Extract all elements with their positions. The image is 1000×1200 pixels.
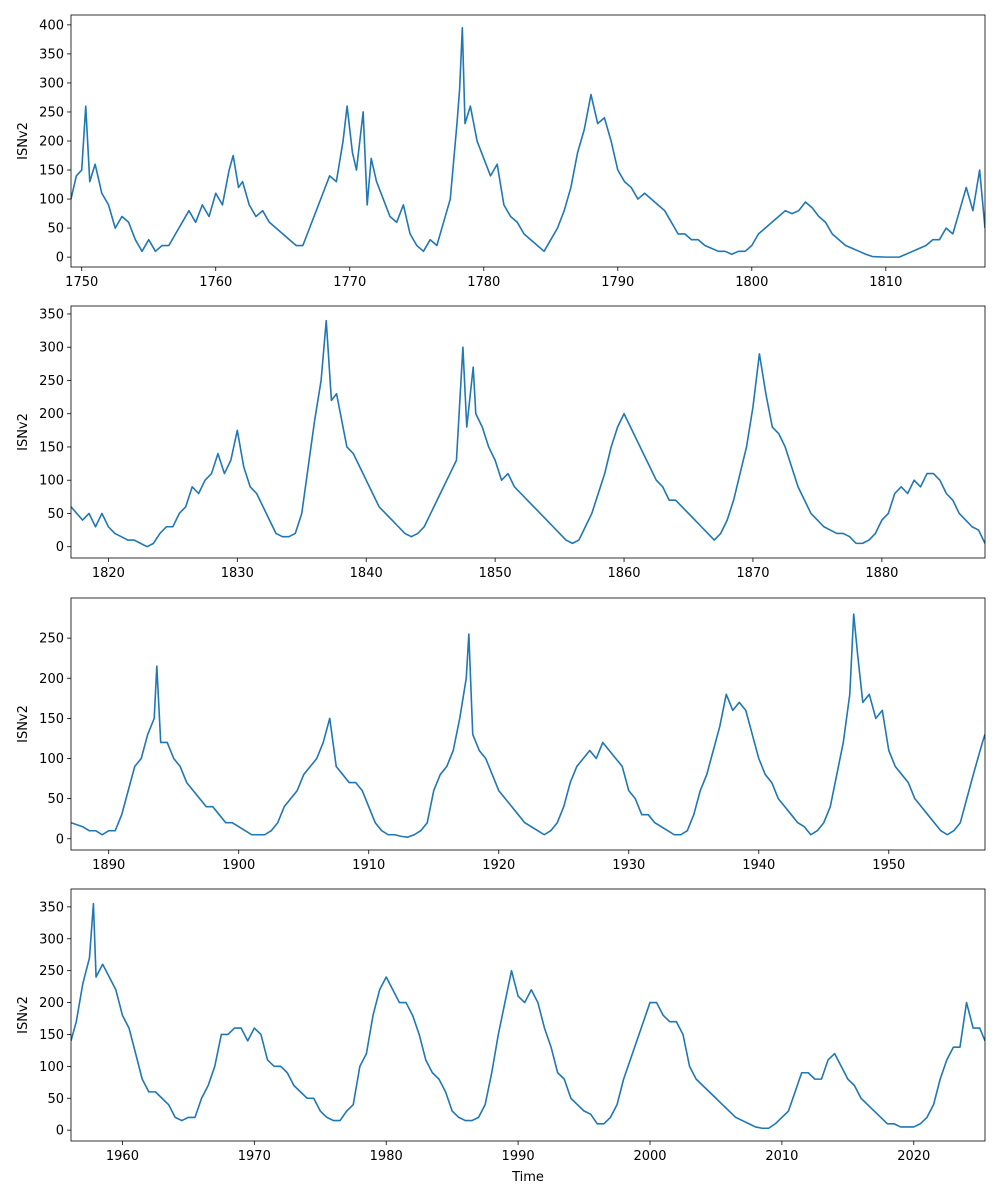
x-tick-label: 1890 bbox=[92, 858, 125, 873]
y-tick-label: 250 bbox=[39, 105, 64, 120]
x-tick-label: 1820 bbox=[92, 566, 125, 581]
x-tick-label: 1800 bbox=[735, 275, 768, 290]
y-tick-label: 400 bbox=[39, 18, 64, 33]
x-tick-label: 1810 bbox=[869, 275, 902, 290]
y-tick-label: 50 bbox=[47, 222, 64, 237]
x-tick-label: 1960 bbox=[106, 1149, 139, 1164]
axes-frame bbox=[70, 305, 986, 559]
y-tick-label: 150 bbox=[39, 712, 64, 727]
data-line bbox=[71, 613, 985, 838]
y-tick-label: 50 bbox=[47, 792, 64, 807]
x-tick-label: 1830 bbox=[221, 566, 254, 581]
x-tick-label: 2020 bbox=[897, 1149, 930, 1164]
y-axis-label: ISNv2 bbox=[16, 122, 31, 160]
y-tick-label: 300 bbox=[39, 341, 64, 356]
x-tick-label: 2010 bbox=[765, 1149, 798, 1164]
y-tick-label: 100 bbox=[39, 1060, 64, 1075]
x-tick-label: 1870 bbox=[736, 566, 769, 581]
y-tick-label: 350 bbox=[39, 307, 64, 322]
y-tick-label: 250 bbox=[39, 632, 64, 647]
x-tick-label: 1990 bbox=[502, 1149, 535, 1164]
y-tick-label: 150 bbox=[39, 440, 64, 455]
y-tick-label: 350 bbox=[39, 47, 64, 62]
x-tick-label: 1950 bbox=[872, 858, 905, 873]
y-tick-label: 250 bbox=[39, 964, 64, 979]
x-tick-label: 2000 bbox=[633, 1149, 666, 1164]
axes-frame bbox=[70, 888, 986, 1142]
x-tick-label: 1780 bbox=[467, 275, 500, 290]
y-tick-label: 0 bbox=[56, 540, 64, 555]
x-axis-label: Time bbox=[511, 1170, 544, 1185]
y-axis-label: ISNv2 bbox=[16, 413, 31, 451]
x-tick-label: 1750 bbox=[65, 275, 98, 290]
y-tick-label: 100 bbox=[39, 193, 64, 208]
data-line bbox=[71, 902, 985, 1130]
x-tick-label: 1790 bbox=[601, 275, 634, 290]
x-tick-label: 1900 bbox=[222, 858, 255, 873]
axes-frame bbox=[70, 14, 986, 268]
x-tick-label: 1880 bbox=[865, 566, 898, 581]
axes-frame bbox=[70, 597, 986, 851]
data-line bbox=[71, 319, 985, 548]
data-line bbox=[71, 26, 985, 258]
x-tick-label: 1980 bbox=[370, 1149, 403, 1164]
x-tick-label: 1910 bbox=[352, 858, 385, 873]
y-tick-label: 250 bbox=[39, 374, 64, 389]
x-tick-label: 1920 bbox=[482, 858, 515, 873]
x-tick-label: 1970 bbox=[238, 1149, 271, 1164]
y-tick-label: 200 bbox=[39, 407, 64, 422]
y-tick-label: 50 bbox=[47, 507, 64, 522]
y-tick-label: 200 bbox=[39, 996, 64, 1011]
x-tick-label: 1940 bbox=[742, 858, 775, 873]
x-tick-label: 1760 bbox=[199, 275, 232, 290]
x-tick-label: 1850 bbox=[479, 566, 512, 581]
y-tick-label: 0 bbox=[56, 1124, 64, 1139]
y-tick-label: 0 bbox=[56, 251, 64, 266]
x-tick-label: 1770 bbox=[333, 275, 366, 290]
y-tick-label: 0 bbox=[56, 832, 64, 847]
y-tick-label: 100 bbox=[39, 752, 64, 767]
y-tick-label: 350 bbox=[39, 900, 64, 915]
y-tick-label: 300 bbox=[39, 932, 64, 947]
y-axis-label: ISNv2 bbox=[16, 996, 31, 1034]
x-tick-label: 1930 bbox=[612, 858, 645, 873]
y-tick-label: 200 bbox=[39, 135, 64, 150]
y-tick-label: 300 bbox=[39, 76, 64, 91]
x-tick-label: 1840 bbox=[350, 566, 383, 581]
y-tick-label: 150 bbox=[39, 1028, 64, 1043]
y-axis-label: ISNv2 bbox=[16, 705, 31, 743]
y-tick-label: 50 bbox=[47, 1092, 64, 1107]
y-tick-label: 100 bbox=[39, 474, 64, 489]
y-tick-label: 150 bbox=[39, 164, 64, 179]
y-tick-label: 200 bbox=[39, 672, 64, 687]
x-tick-label: 1860 bbox=[607, 566, 640, 581]
